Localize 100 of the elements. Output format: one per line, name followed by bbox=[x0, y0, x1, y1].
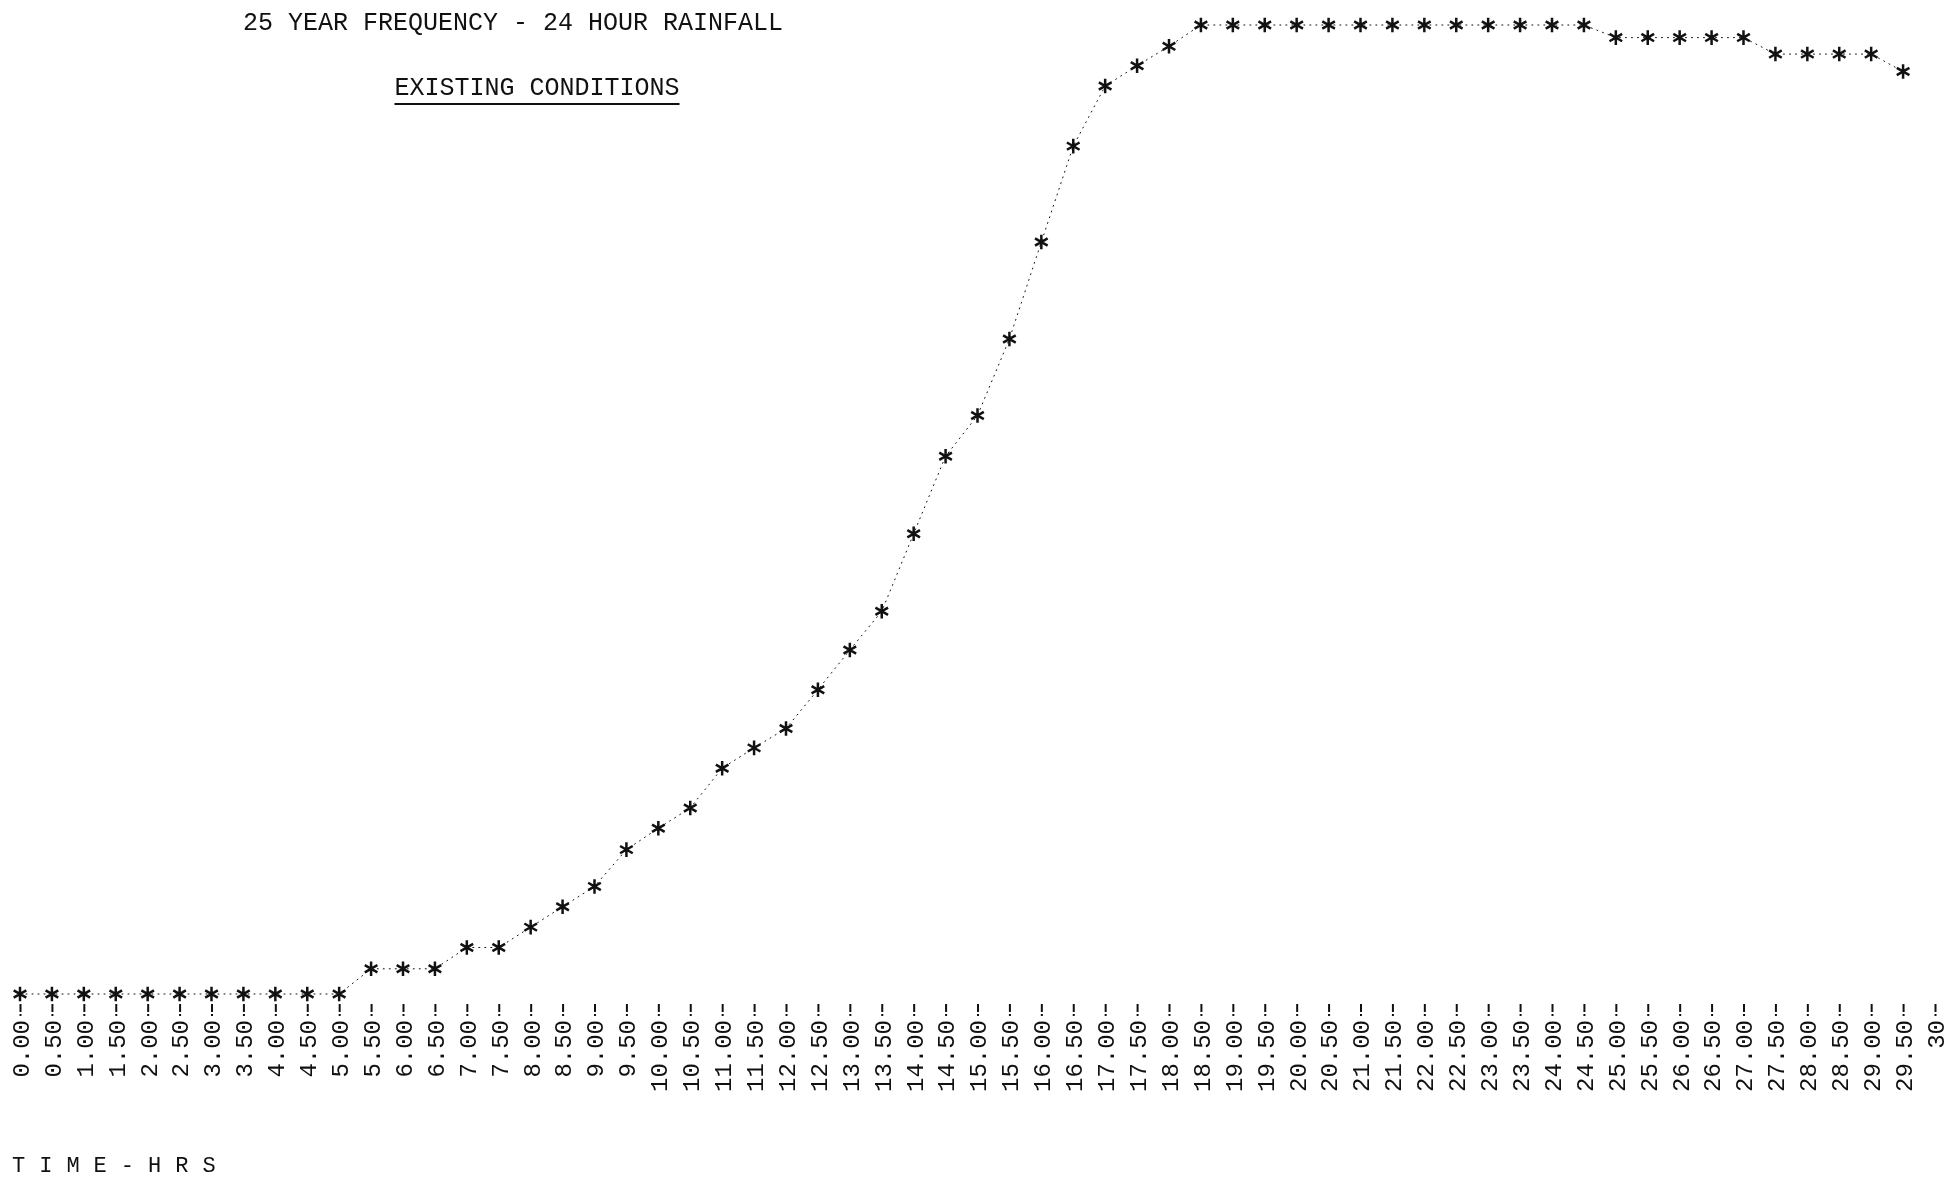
x-tick-label: 1.50 bbox=[104, 1020, 132, 1078]
point bbox=[108, 985, 124, 1003]
point bbox=[1799, 45, 1815, 63]
point bbox=[1257, 16, 1273, 34]
point bbox=[1161, 37, 1177, 55]
x-tick-label: 13.00 bbox=[838, 1020, 866, 1093]
x-tick-label: 13.50 bbox=[870, 1020, 898, 1093]
x-tick-label: 27.00 bbox=[1732, 1020, 1760, 1093]
point bbox=[1384, 16, 1400, 34]
x-tick-label: 21.00 bbox=[1349, 1020, 1377, 1093]
x-tick-label: 5.50 bbox=[359, 1020, 387, 1078]
point bbox=[1735, 29, 1752, 47]
x-tick-label: 25.50 bbox=[1636, 1020, 1664, 1093]
x-tick-label: 12.00 bbox=[774, 1020, 802, 1093]
x-tick-label: 9.50 bbox=[615, 1020, 643, 1078]
point bbox=[1352, 16, 1369, 34]
x-tick-label: 20.50 bbox=[1317, 1020, 1345, 1093]
x-tick-label: 23.50 bbox=[1508, 1020, 1536, 1093]
point bbox=[1672, 29, 1688, 47]
text: EXISTING CONDITIONS bbox=[394, 74, 680, 103]
point bbox=[1448, 16, 1464, 34]
point bbox=[874, 602, 890, 620]
point bbox=[586, 877, 603, 895]
x-tick-label: 17.00 bbox=[1094, 1020, 1122, 1093]
point bbox=[938, 447, 954, 465]
point bbox=[1767, 45, 1783, 63]
point bbox=[1640, 29, 1656, 47]
chart-title: 25 YEAR FREQUENCY - 24 HOUR RAINFALL bbox=[243, 9, 784, 38]
point bbox=[523, 918, 539, 936]
x-tick-label: 11.00 bbox=[711, 1020, 739, 1093]
x-tick-label: 14.50 bbox=[934, 1020, 962, 1093]
point bbox=[172, 985, 188, 1003]
point bbox=[76, 985, 92, 1003]
point bbox=[491, 938, 507, 957]
point bbox=[395, 960, 411, 978]
point bbox=[1608, 29, 1624, 47]
x-tick-label: 8.00 bbox=[519, 1020, 547, 1078]
x-tick-label: 2.50 bbox=[168, 1020, 196, 1078]
x-tick-label: 16.00 bbox=[1030, 1020, 1058, 1093]
x-tick-label: 11.50 bbox=[742, 1020, 770, 1093]
x-tick-label: 28.00 bbox=[1796, 1020, 1824, 1093]
x-tick-label: 5.00 bbox=[328, 1020, 356, 1078]
point bbox=[1576, 16, 1592, 34]
point bbox=[1033, 233, 1049, 251]
x-tick-label: 18.50 bbox=[1189, 1020, 1217, 1093]
x-tick-label: 3.00 bbox=[200, 1020, 228, 1078]
point bbox=[12, 985, 28, 1003]
x-tick-label: 30 bbox=[1923, 1020, 1951, 1049]
x-tick-label: 22.50 bbox=[1445, 1020, 1473, 1093]
point bbox=[1895, 62, 1911, 81]
point bbox=[842, 641, 858, 659]
x-tick-label: 26.50 bbox=[1700, 1020, 1728, 1093]
point bbox=[235, 985, 251, 1003]
point bbox=[1831, 45, 1847, 63]
point bbox=[203, 985, 220, 1003]
point bbox=[906, 525, 922, 543]
point bbox=[618, 841, 634, 859]
point bbox=[459, 938, 475, 957]
point bbox=[1480, 16, 1496, 34]
x-tick-label: 14.00 bbox=[902, 1020, 930, 1093]
x-tick-label: 1.00 bbox=[72, 1020, 100, 1078]
x-axis-title: TIME-HRS bbox=[12, 1154, 230, 1179]
x-tick-label: 27.50 bbox=[1764, 1020, 1792, 1093]
point bbox=[44, 985, 60, 1003]
point bbox=[1321, 16, 1337, 34]
point bbox=[555, 898, 571, 916]
point bbox=[682, 799, 698, 817]
x-tick-label: 3.50 bbox=[232, 1020, 260, 1078]
point bbox=[140, 985, 156, 1003]
point bbox=[650, 819, 666, 837]
x-tick-label: 19.00 bbox=[1221, 1020, 1249, 1093]
x-tick-label: 22.00 bbox=[1413, 1020, 1441, 1093]
x-tick-label: 18.00 bbox=[1157, 1020, 1185, 1093]
x-tick-label: 24.00 bbox=[1540, 1020, 1568, 1093]
x-tick-label: 25.00 bbox=[1604, 1020, 1632, 1093]
point bbox=[363, 960, 379, 978]
x-tick-label: 7.00 bbox=[455, 1020, 483, 1078]
point bbox=[331, 985, 347, 1003]
point bbox=[1863, 45, 1879, 63]
x-tick-label: 2.00 bbox=[136, 1020, 164, 1078]
point bbox=[427, 960, 443, 978]
x-tick-label: 8.50 bbox=[551, 1020, 579, 1078]
x-tick-label: 23.00 bbox=[1477, 1020, 1505, 1093]
x-tick-label: 20.00 bbox=[1285, 1020, 1313, 1093]
x-tick-label: 24.50 bbox=[1572, 1020, 1600, 1093]
point bbox=[1704, 29, 1720, 47]
x-tick-label: 17.50 bbox=[1125, 1020, 1153, 1093]
point bbox=[299, 985, 315, 1003]
x-tick-label: 12.50 bbox=[806, 1020, 834, 1093]
point bbox=[714, 759, 730, 777]
x-tick-label: 10.50 bbox=[679, 1020, 707, 1093]
point bbox=[810, 681, 826, 699]
point bbox=[778, 719, 794, 738]
x-tick-label: 4.50 bbox=[296, 1020, 324, 1078]
x-tick-label: 28.50 bbox=[1828, 1020, 1856, 1093]
x-tick-label: 16.50 bbox=[1062, 1020, 1090, 1093]
x-tick-label: 21.50 bbox=[1381, 1020, 1409, 1093]
point bbox=[1129, 57, 1145, 75]
point bbox=[1001, 330, 1017, 348]
x-tick-label: 0.50 bbox=[40, 1020, 68, 1078]
